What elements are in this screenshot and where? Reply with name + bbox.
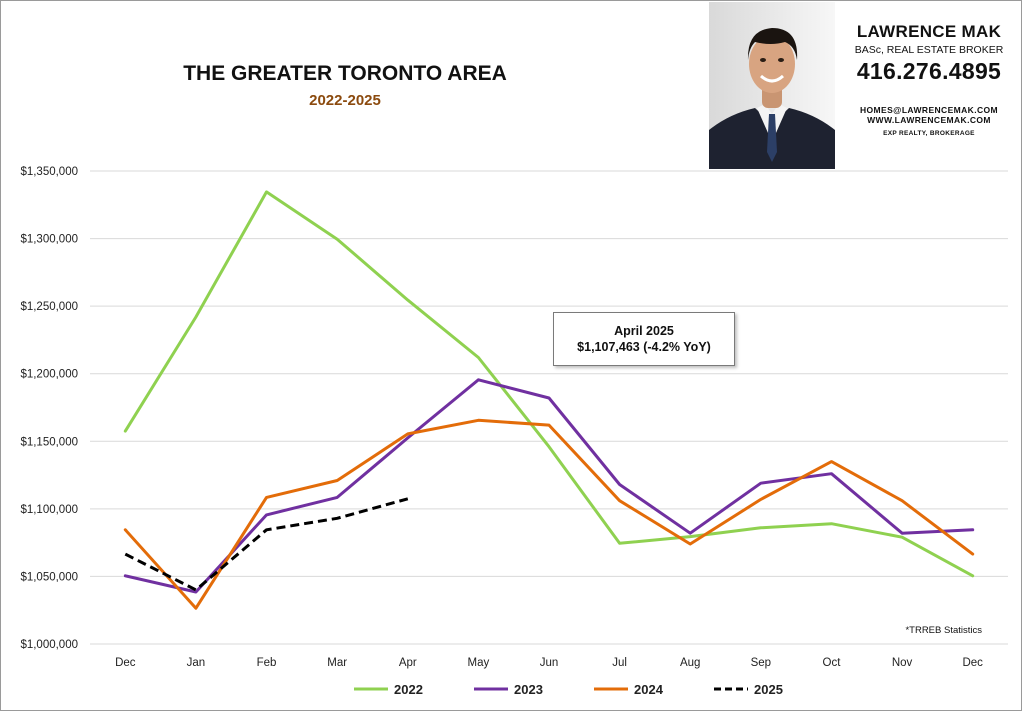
x-tick-label: Dec xyxy=(962,657,983,669)
x-tick-label: Nov xyxy=(892,657,913,669)
legend-item-2022: 2022 xyxy=(354,682,423,697)
legend-item-2025: 2025 xyxy=(714,682,783,697)
source-note: *TRREB Statistics xyxy=(905,625,982,636)
y-tick-label: $1,050,000 xyxy=(20,571,78,583)
x-tick-label: May xyxy=(468,657,490,669)
april-2025-callout: April 2025 $1,107,463 (-4.2% YoY) xyxy=(553,312,735,366)
y-tick-label: $1,150,000 xyxy=(20,436,78,448)
y-tick-label: $1,250,000 xyxy=(20,301,78,313)
x-tick-label: Jan xyxy=(187,657,206,669)
agent-email: HOMES@LAWRENCEMAK.COM xyxy=(859,105,999,115)
y-tick-label: $1,300,000 xyxy=(20,234,78,246)
y-tick-label: $1,200,000 xyxy=(20,369,78,381)
legend-item-2024: 2024 xyxy=(594,682,664,697)
x-tick-label: Apr xyxy=(399,657,417,669)
x-tick-label: Jun xyxy=(540,657,559,669)
agent-photo xyxy=(709,2,835,169)
y-tick-label: $1,000,000 xyxy=(20,639,78,651)
agent-brokerage: EXP REALTY, BROKERAGE xyxy=(883,130,975,137)
series-line-2024 xyxy=(123,418,975,610)
x-tick-label: Dec xyxy=(115,657,136,669)
chart-subtitle: 2022-2025 xyxy=(309,92,381,109)
x-tick-label: Jul xyxy=(612,657,627,669)
chart-legend: 2022 2023 2024 2025 xyxy=(354,682,783,697)
x-tick-label: Oct xyxy=(823,657,842,669)
agent-name: LAWRENCE MAK xyxy=(856,22,1002,41)
series-line-2023 xyxy=(123,378,975,594)
callout-title: April 2025 xyxy=(614,324,674,338)
chart-title: THE GREATER TORONTO AREA xyxy=(183,62,507,85)
legend-label: 2024 xyxy=(634,682,664,697)
y-tick-label: $1,100,000 xyxy=(20,504,78,516)
x-tick-label: Sep xyxy=(751,657,771,669)
agent-credentials: BASc, REAL ESTATE BROKER xyxy=(854,44,1004,56)
agent-phone: 416.276.4895 xyxy=(856,58,1002,84)
series-line-2022 xyxy=(123,190,975,578)
x-tick-label: Aug xyxy=(680,657,700,669)
agent-website: WWW.LAWRENCEMAK.COM xyxy=(867,115,991,125)
callout-value: $1,107,463 (-4.2% YoY) xyxy=(577,340,711,354)
series-line-2025 xyxy=(124,497,409,592)
legend-label: 2023 xyxy=(514,682,543,697)
agent-portrait-image xyxy=(709,2,835,169)
x-tick-label: Mar xyxy=(327,657,347,669)
legend-item-2023: 2023 xyxy=(474,682,543,697)
y-tick-label: $1,350,000 xyxy=(20,166,78,178)
x-tick-label: Feb xyxy=(257,657,277,669)
legend-label: 2025 xyxy=(754,682,783,697)
agent-contact-block: LAWRENCE MAK BASc, REAL ESTATE BROKER 41… xyxy=(846,22,1012,137)
legend-label: 2022 xyxy=(394,682,423,697)
series-lines xyxy=(123,190,975,610)
gridlines xyxy=(90,170,1008,645)
x-axis-tick-labels: Dec Jan Feb Mar Apr May Jun Jul Aug Sep Oct Nov Dec xyxy=(115,657,983,669)
y-axis-tick-labels: $1,000,000 $1,050,000 $1,100,000 $1,150,000… xyxy=(20,166,78,651)
